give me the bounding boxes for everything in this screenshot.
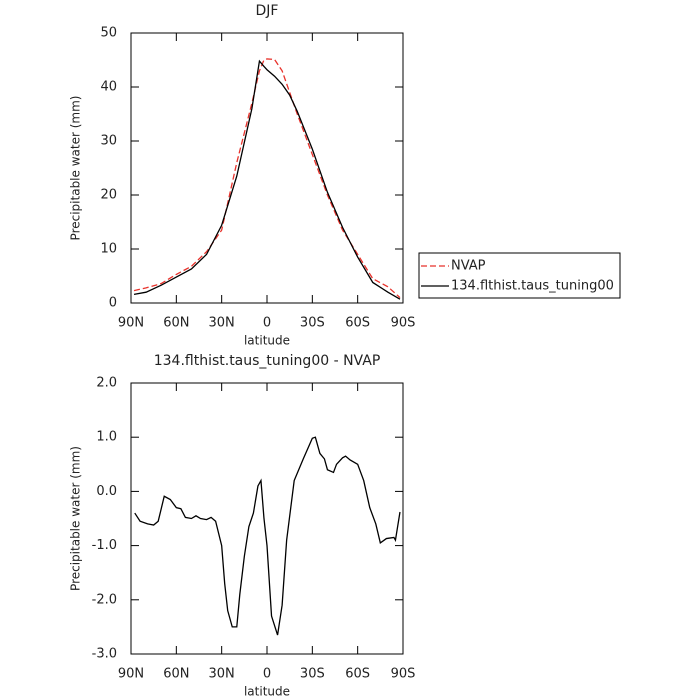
x-tick-label: 30N (209, 667, 235, 682)
x-tick-label: 30N (209, 316, 235, 331)
y-tick-label: 40 (100, 80, 117, 95)
x-tick-label: 90S (391, 667, 416, 682)
y-tick-label: -2.0 (92, 592, 117, 607)
y-tick-label: 1.0 (96, 430, 117, 445)
y-axis-label: Precipitable water (mm) (69, 96, 83, 241)
y-tick-label: -1.0 (92, 538, 117, 553)
x-tick-label: 30S (300, 316, 325, 331)
chart-title: DJF (256, 3, 279, 19)
y-tick-label: -3.0 (92, 647, 117, 662)
x-tick-label: 0 (263, 667, 271, 682)
x-tick-label: 0 (263, 316, 271, 331)
y-tick-label: 0.0 (96, 484, 117, 499)
y-tick-label: 30 (100, 134, 117, 149)
y-tick-label: 20 (100, 188, 117, 203)
x-tick-label: 90N (118, 316, 144, 331)
x-axis-label: latitude (244, 334, 290, 348)
x-tick-label: 90N (118, 667, 144, 682)
legend-label: 134.flthist.taus_tuning00 (451, 279, 614, 294)
x-tick-label: 60N (163, 667, 189, 682)
x-tick-label: 60N (163, 316, 189, 331)
y-tick-label: 0 (109, 296, 117, 311)
chart-title: 134.flthist.taus_tuning00 - NVAP (154, 353, 381, 369)
series-line (134, 436, 401, 636)
legend-label: NVAP (451, 259, 486, 274)
x-axis-label: latitude (244, 685, 290, 699)
y-tick-label: 2.0 (96, 376, 117, 391)
x-tick-label: 60S (345, 316, 370, 331)
y-tick-label: 50 (100, 26, 117, 41)
x-tick-label: 30S (300, 667, 325, 682)
x-tick-label: 90S (391, 316, 416, 331)
legend-box (418, 252, 621, 299)
plot-frame (130, 382, 404, 655)
y-axis-label: Precipitable water (mm) (69, 446, 83, 591)
y-tick-label: 10 (100, 242, 117, 257)
series-line (133, 59, 401, 300)
x-tick-label: 60S (345, 667, 370, 682)
